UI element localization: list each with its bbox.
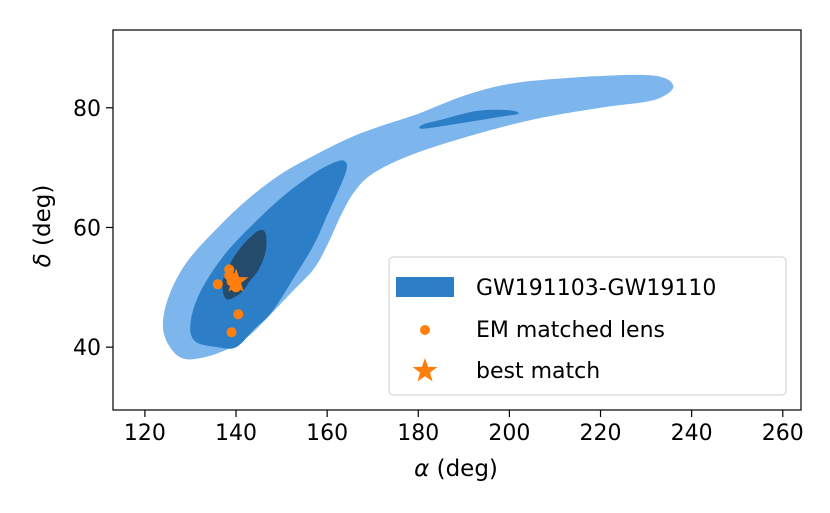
legend-best-label: best match	[476, 359, 600, 384]
x-axis-label: α (deg)	[414, 456, 498, 482]
plot-frame	[112, 29, 802, 411]
em-lens-point	[233, 309, 244, 320]
legend-contour-label: GW191103-GW19110	[476, 276, 716, 301]
x-tick-label: 160	[306, 421, 348, 446]
x-tick-label: 180	[397, 421, 439, 446]
legend-em-marker	[420, 325, 430, 335]
legend-star-marker	[412, 358, 438, 382]
x-tick-label: 240	[671, 421, 713, 446]
y-tick-label: 60	[73, 216, 101, 241]
legend: GW191103-GW19110 EM matched lens best ma…	[388, 256, 787, 396]
legend-em-label: EM matched lens	[476, 318, 665, 343]
legend-contour-swatch	[396, 277, 454, 297]
contour-middle	[190, 160, 348, 349]
contour-north-middle	[418, 109, 519, 129]
point-layer	[212, 264, 249, 338]
tick-layer: 120 140 160 180 200 220 240 260 40 60 80	[73, 97, 804, 446]
x-tick-label: 200	[488, 421, 530, 446]
x-tick-label: 260	[762, 421, 804, 446]
y-tick-label: 40	[73, 336, 101, 361]
best-match-star	[223, 268, 249, 292]
em-lens-point	[226, 327, 237, 338]
legend-box	[388, 256, 787, 396]
contour-outer	[162, 74, 674, 360]
y-axis-label: δ (deg)	[30, 185, 56, 268]
x-tick-label: 140	[215, 421, 257, 446]
em-lens-point	[212, 279, 223, 290]
x-tick-label: 120	[124, 421, 166, 446]
y-tick-label: 80	[73, 97, 101, 122]
x-tick-label: 220	[580, 421, 622, 446]
